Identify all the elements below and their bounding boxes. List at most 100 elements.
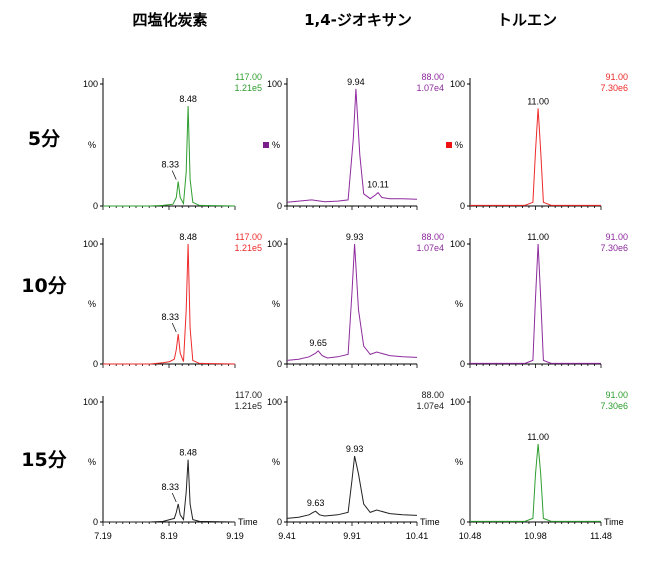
row-header-10min: 10分: [21, 275, 66, 297]
peak-label: 9.93: [346, 232, 364, 242]
peak-leader-line: [171, 492, 177, 503]
y-axis-label: %: [272, 299, 280, 309]
mass-label: 117.00: [235, 390, 262, 400]
peak-label: 8.48: [179, 94, 197, 104]
chromatogram-trace: [470, 243, 601, 364]
x-tick-label: 10.98: [524, 531, 547, 541]
y-axis-label: %: [88, 299, 96, 309]
chromatogram-panel: 100 0% 9.94 10.11 88.001.07e4: [263, 72, 444, 211]
intensity-label: 7.30e6: [600, 83, 628, 93]
y-tick-label-100: 100: [450, 79, 465, 89]
y-tick-label-100: 100: [83, 239, 98, 249]
y-axis-label: %: [455, 457, 463, 467]
intensity-label: 1.07e4: [416, 243, 444, 253]
y-tick-label-0: 0: [460, 517, 465, 527]
y-tick-label-100: 100: [267, 239, 282, 249]
column-header-dioxane: 1,4-ジオキサン: [304, 11, 412, 29]
mass-label: 91.00: [605, 72, 628, 82]
intensity-label: 1.07e4: [416, 83, 444, 93]
y-tick-label-100: 100: [267, 79, 282, 89]
y-tick-label-0: 0: [93, 359, 98, 369]
y-axis-label: %: [272, 457, 280, 467]
peak-label: 10.11: [367, 180, 389, 190]
row-header-15min: 15分: [21, 449, 66, 471]
mass-label: 91.00: [605, 390, 628, 400]
y-tick-label-100: 100: [83, 79, 98, 89]
y-axis-label: %: [455, 140, 463, 150]
x-tick-label: 10.41: [406, 531, 429, 541]
x-tick-label: 7.19: [94, 531, 112, 541]
y-axis-label: %: [455, 299, 463, 309]
y-axis-label: %: [272, 140, 280, 150]
intensity-label: 7.30e6: [600, 243, 628, 253]
y-tick-label-0: 0: [277, 201, 282, 211]
y-tick-label-100: 100: [450, 397, 465, 407]
trace-marker: [263, 142, 269, 148]
y-tick-label-0: 0: [460, 201, 465, 211]
y-tick-label-0: 0: [93, 201, 98, 211]
intensity-label: 1.21e5: [234, 83, 262, 93]
chromatogram-trace: [470, 108, 601, 206]
peak-label: 9.94: [347, 77, 365, 87]
peak-label: 8.33: [161, 160, 179, 170]
intensity-label: 7.30e6: [600, 401, 628, 411]
x-tick-label: 8.19: [160, 531, 178, 541]
chromatogram-trace: [286, 455, 418, 519]
chromatogram-trace: [103, 459, 236, 523]
x-axis-label: Time: [604, 517, 624, 527]
chromatogram-panel: 100 0% 8.33 8.48 117.001.21e5 Time: [83, 390, 262, 527]
chromatogram-panel: 100 0% 9.93 9.63 88.001.07e4 Time: [267, 390, 444, 527]
chromatogram-trace: [103, 243, 236, 365]
peak-label: 11.00: [527, 96, 549, 106]
column-header-toluene: トルエン: [497, 11, 557, 29]
chromatogram-panel: 100 0% 11.00 91.007.30e6: [446, 72, 628, 211]
y-tick-label-100: 100: [267, 397, 282, 407]
chromatogram-panel: 100 0% 11.00 91.007.30e6 Time: [450, 390, 628, 527]
peak-label: 8.33: [161, 482, 179, 492]
chromatogram-panel: 100 0% 11.00 91.007.30e6: [450, 232, 628, 369]
peak-label: 8.48: [179, 232, 197, 242]
intensity-label: 1.21e5: [234, 243, 262, 253]
mass-label: 117.00: [235, 232, 262, 242]
x-tick-label: 9.91: [343, 531, 361, 541]
chromatogram-panel: 100 0% 8.33 8.48 117.001.21e5: [83, 72, 262, 211]
y-tick-label-100: 100: [83, 397, 98, 407]
x-axis-label: Time: [420, 517, 440, 527]
peak-label: 9.93: [346, 444, 364, 454]
chromatogram-panel: 100 0% 9.93 9.65 88.001.07e4: [267, 232, 444, 369]
peak-leader-line: [171, 170, 177, 180]
x-tick-label: 9.19: [226, 531, 244, 541]
intensity-label: 1.07e4: [416, 401, 444, 411]
chromatogram-panel: 100 0% 8.33 8.48 117.001.21e5: [83, 232, 262, 369]
peak-leader-line: [171, 322, 177, 333]
mass-label: 91.00: [605, 232, 628, 242]
y-tick-label-0: 0: [460, 359, 465, 369]
y-tick-label-100: 100: [450, 239, 465, 249]
peak-label: 8.48: [179, 448, 197, 458]
x-tick-label: 10.48: [459, 531, 482, 541]
peak-label: 11.00: [527, 432, 549, 442]
peak-label: 8.33: [161, 312, 179, 322]
mass-label: 88.00: [421, 390, 444, 400]
chromatogram-trace: [286, 88, 418, 203]
row-header-5min: 5分: [28, 128, 60, 150]
y-tick-label-0: 0: [93, 517, 98, 527]
x-tick-labels: 7.19 8.19 9.19 9.41 9.91 10.41 10.48 10.98 11.48: [94, 531, 612, 541]
y-tick-label-0: 0: [277, 359, 282, 369]
x-tick-label: 11.48: [590, 531, 612, 541]
peak-label: 11.00: [527, 232, 549, 242]
trace-marker: [446, 142, 452, 148]
chromatogram-trace: [286, 243, 418, 361]
chromatogram-trace: [470, 443, 601, 522]
x-axis-label: Time: [238, 517, 258, 527]
intensity-label: 1.21e5: [234, 401, 262, 411]
mass-label: 88.00: [421, 72, 444, 82]
y-axis-label: %: [88, 140, 96, 150]
y-tick-label-0: 0: [277, 517, 282, 527]
mass-label: 117.00: [235, 72, 262, 82]
peak-label: 9.65: [309, 338, 327, 348]
column-header-ccl4: 四塩化炭素: [132, 11, 207, 29]
y-axis-label: %: [88, 457, 96, 467]
